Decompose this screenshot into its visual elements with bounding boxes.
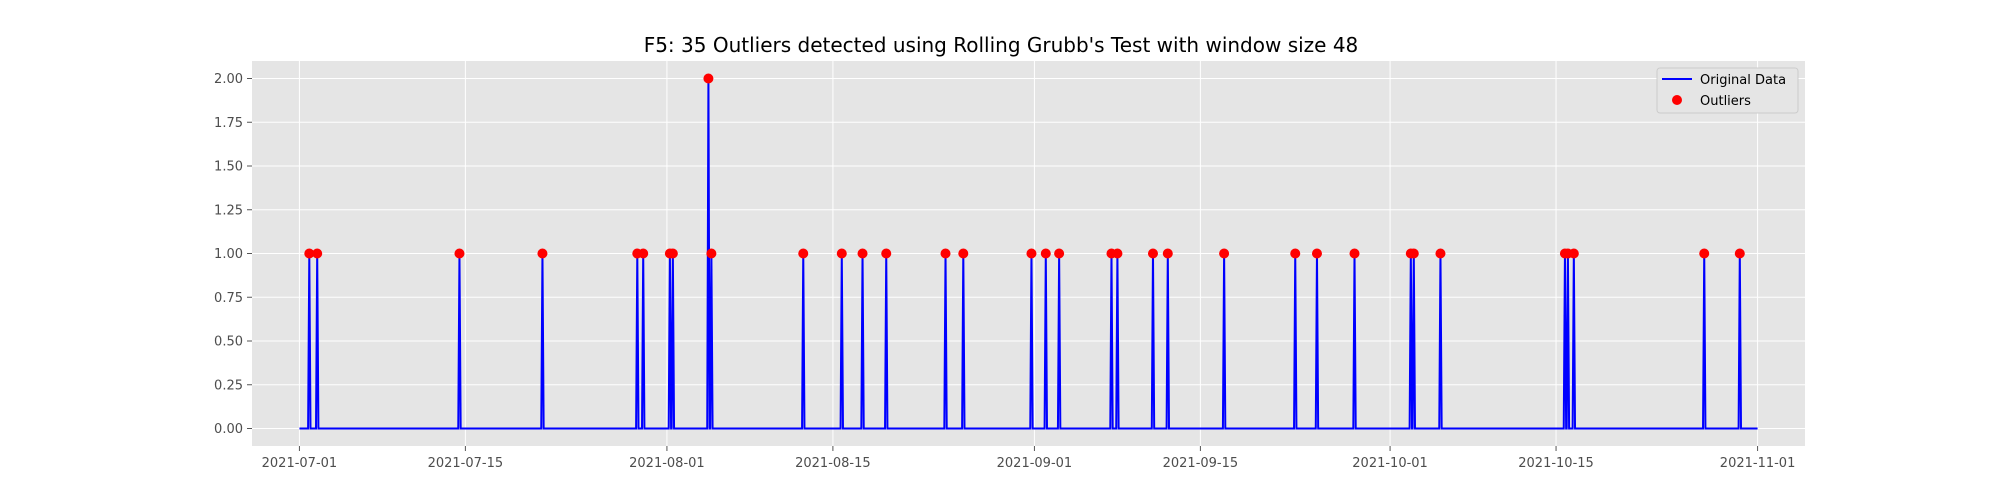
x-tick-label: 2021-08-15 <box>795 456 871 471</box>
legend-box <box>1656 67 1799 114</box>
x-tick-label: 2021-10-01 <box>1352 456 1428 471</box>
outlier-point <box>836 248 847 259</box>
legend-marker-swatch <box>1672 95 1682 105</box>
legend-label-original-data: Original Data <box>1700 73 1786 88</box>
outlier-point <box>1408 248 1419 259</box>
x-tick-label: 2021-11-01 <box>1720 456 1796 471</box>
outlier-point <box>1568 248 1579 259</box>
y-tick-label: 1.00 <box>214 247 243 262</box>
y-tick-label: 1.25 <box>214 203 243 218</box>
x-tick-label: 2021-07-15 <box>428 456 504 471</box>
outlier-point <box>958 248 969 259</box>
outlier-point <box>304 248 315 259</box>
outlier-point <box>1162 248 1173 259</box>
outlier-point <box>537 248 548 259</box>
y-tick-label: 0.25 <box>214 378 243 393</box>
y-tick-label: 1.50 <box>214 160 243 175</box>
outlier-point <box>798 248 809 259</box>
y-tick-label: 1.75 <box>214 116 243 131</box>
axis-ticks: 0.00 0.25 0.50 0.75 1.00 1.25 1.50 1.75 2.00 2021… <box>214 72 1795 471</box>
outlier-point <box>1435 248 1446 259</box>
outlier-point <box>312 248 323 259</box>
outlier-point <box>1290 248 1301 259</box>
outlier-point <box>1311 248 1322 259</box>
outlier-point <box>1699 248 1710 259</box>
outlier-point <box>857 248 868 259</box>
x-tick-label: 2021-10-15 <box>1518 456 1594 471</box>
outlier-point <box>1112 248 1123 259</box>
outlier-point <box>1147 248 1158 259</box>
outlier-point <box>1734 248 1745 259</box>
outlier-point <box>881 248 892 259</box>
outlier-point <box>1026 248 1037 259</box>
outlier-point <box>454 248 465 259</box>
outlier-point <box>706 248 717 259</box>
outlier-point <box>703 73 714 84</box>
legend: Original Data Outliers <box>1656 67 1799 114</box>
outlier-point <box>1054 248 1065 259</box>
outlier-point <box>1040 248 1051 259</box>
y-tick-label: 0.00 <box>214 422 243 437</box>
x-tick-label: 2021-09-01 <box>997 456 1073 471</box>
outlier-point <box>940 248 951 259</box>
outlier-point <box>1349 248 1360 259</box>
x-tick-label: 2021-07-01 <box>262 456 338 471</box>
y-tick-label: 0.50 <box>214 335 243 350</box>
outlier-point <box>667 248 678 259</box>
y-tick-label: 0.75 <box>214 291 243 306</box>
x-tick-label: 2021-09-15 <box>1163 456 1239 471</box>
x-tick-label: 2021-08-01 <box>629 456 705 471</box>
series-outliers <box>304 73 1745 259</box>
outlier-point <box>1219 248 1230 259</box>
y-tick-label: 2.00 <box>214 72 243 87</box>
legend-label-outliers: Outliers <box>1700 94 1751 109</box>
chart-title: F5: 35 Outliers detected using Rolling G… <box>644 33 1359 57</box>
outlier-point <box>638 248 649 259</box>
